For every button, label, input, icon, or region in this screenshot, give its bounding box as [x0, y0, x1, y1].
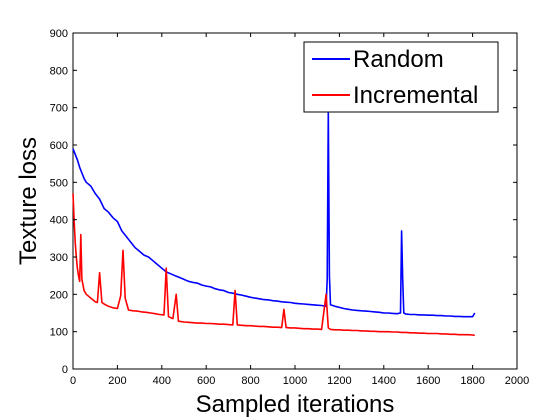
series-line-random [72, 110, 476, 318]
y-axis-title: Texture loss [15, 137, 42, 265]
x-tick-label: 400 [153, 375, 171, 387]
x-tick-label: 200 [108, 375, 126, 387]
legend-box [303, 41, 499, 113]
x-axis-title: Sampled iterations [196, 391, 395, 418]
x-tick-label: 800 [241, 375, 259, 387]
x-tick-label: 1200 [327, 375, 351, 387]
axis-layer: 0 200 400 600 800 1000 1200 1400 1600 1800 2000 0 10… [50, 28, 530, 387]
x-tick-label: 1000 [283, 375, 307, 387]
y-tick-label: 200 [50, 289, 68, 301]
x-tick-label: 1400 [372, 375, 396, 387]
y-tick-label: 500 [50, 177, 68, 189]
y-tick-label: 0 [62, 364, 68, 376]
x-tick-label: 600 [197, 375, 215, 387]
series-layer [72, 110, 476, 337]
x-tick-label: 2000 [505, 375, 529, 387]
y-tick-label: 600 [50, 140, 68, 152]
y-tick-label: 300 [50, 252, 68, 264]
x-tick-label: 0 [70, 375, 76, 387]
legend: Random Incremental [303, 41, 499, 113]
y-tick-label: 800 [50, 65, 68, 77]
x-tick-label: 1800 [460, 375, 484, 387]
x-tick-label: 1600 [416, 375, 440, 387]
y-tick-label: 400 [50, 215, 68, 227]
series-line-incremental [72, 193, 475, 337]
y-tick-label: 900 [50, 28, 68, 40]
y-tick-label: 100 [50, 327, 68, 339]
y-tick-label: 700 [50, 103, 68, 115]
legend-label-incremental: Incremental [353, 82, 478, 109]
legend-label-random: Random [353, 46, 444, 73]
